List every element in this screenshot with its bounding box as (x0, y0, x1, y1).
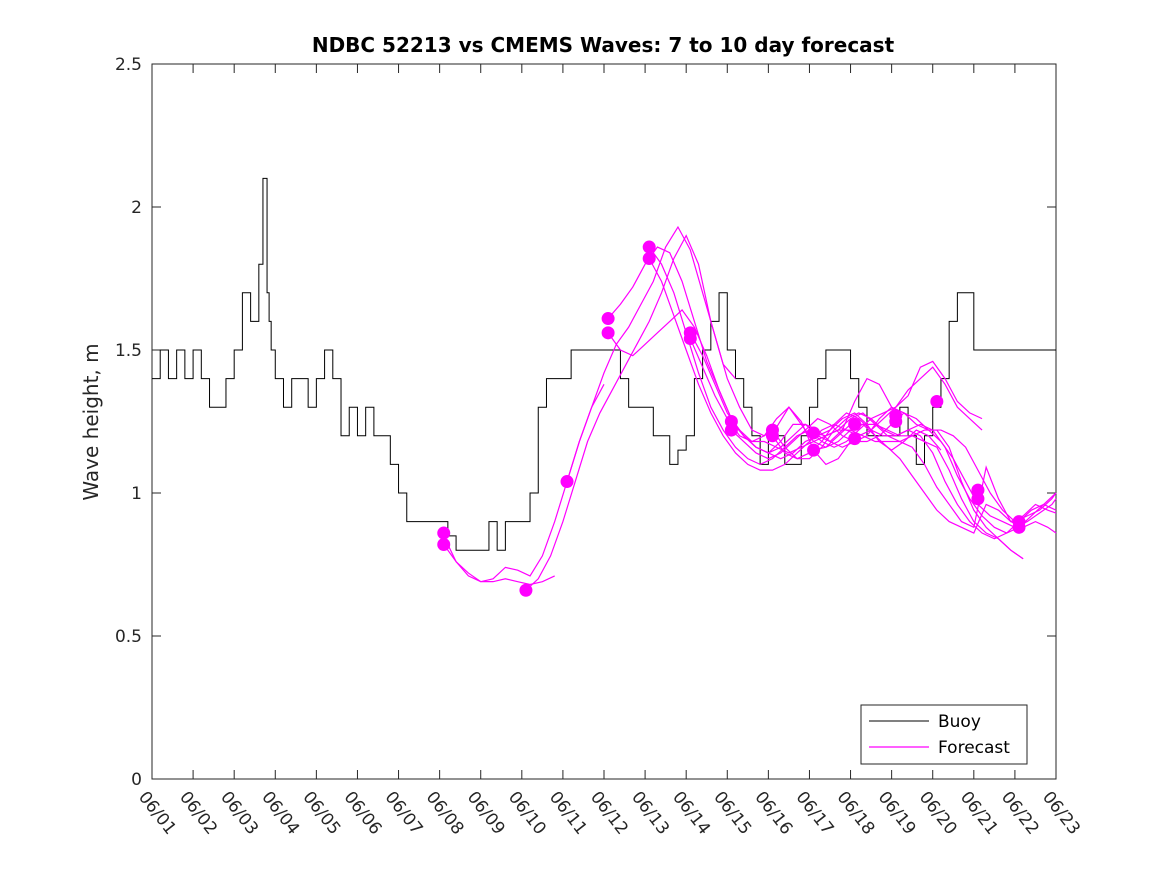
forecast-marker (889, 415, 903, 428)
forecast-marker (1012, 520, 1026, 534)
forecast-marker (601, 312, 615, 326)
forecast-marker (437, 537, 451, 551)
y-tick-label: 0 (131, 770, 142, 790)
forecast-marker (765, 429, 779, 443)
y-tick-label: 1.5 (115, 341, 142, 361)
y-axis-label: Wave height, m (79, 343, 103, 500)
forecast-marker (848, 432, 862, 446)
axes-box (151, 63, 1057, 780)
legend-buoy-label: Buoy (938, 712, 981, 732)
y-tick-label: 1 (131, 484, 142, 504)
legend: Buoy Forecast (860, 704, 1028, 765)
forecast-marker (519, 583, 533, 597)
forecast-marker (560, 475, 574, 489)
y-tick-label: 0.5 (115, 627, 142, 647)
forecast-marker (930, 394, 944, 408)
forecast-marker (807, 443, 821, 457)
forecast-run-line (771, 412, 1057, 540)
legend-forecast-label: Forecast (938, 738, 1010, 758)
forecast-marker (437, 526, 451, 540)
forecast-marker (601, 326, 615, 340)
chart-title: NDBC 52213 vs CMEMS Waves: 7 to 10 day f… (312, 33, 895, 57)
forecast-run-line (443, 535, 555, 586)
forecast-marker (971, 492, 985, 506)
forecast-marker (848, 417, 862, 431)
forecast-marker (807, 426, 821, 440)
y-tick-label: 2 (131, 198, 142, 218)
forecast-marker (642, 251, 656, 265)
forecast-marker (724, 423, 738, 437)
legend-box (860, 704, 1028, 765)
forecast-marker (683, 332, 697, 346)
forecast-run-line (525, 234, 736, 591)
forecast-marker (642, 240, 656, 254)
y-tick-label: 2.5 (115, 55, 142, 75)
